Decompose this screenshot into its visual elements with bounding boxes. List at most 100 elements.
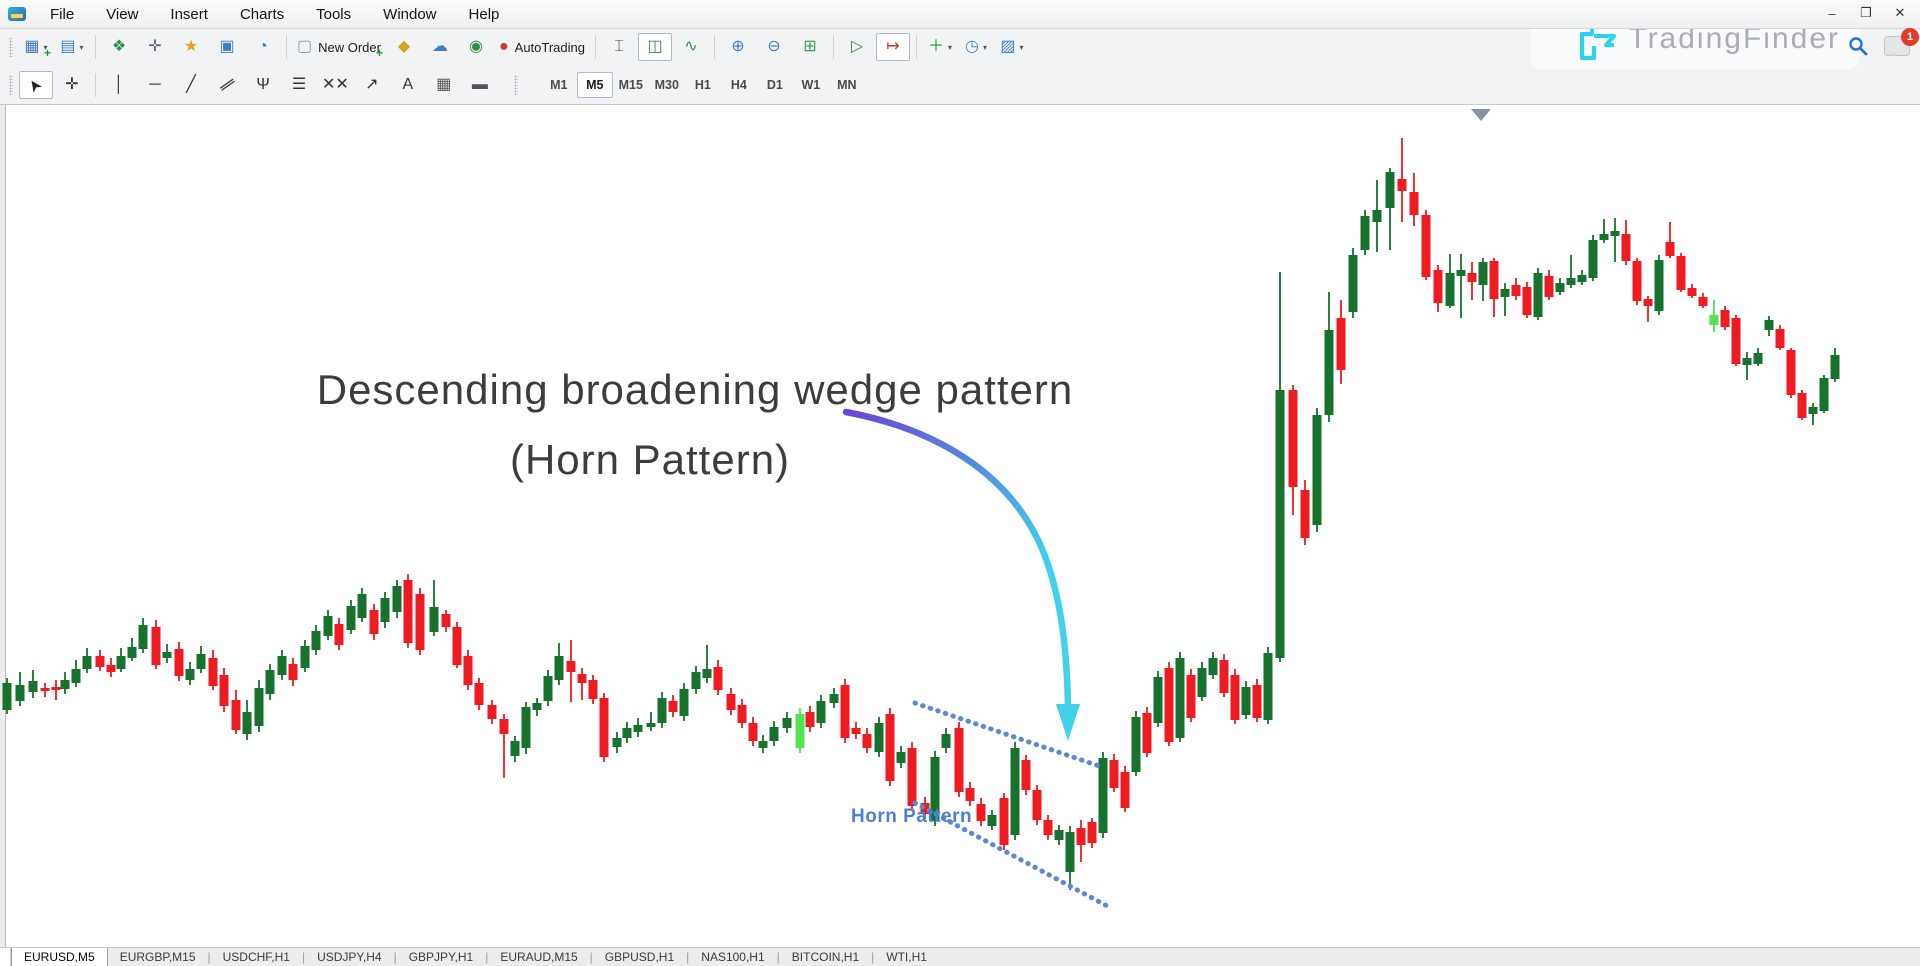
toolbar-drag-handle[interactable]: [9, 75, 13, 95]
timeframe-w1-button[interactable]: W1: [801, 78, 821, 92]
chart-tab-eurgbp-m15[interactable]: EURGBP,M15: [119, 950, 196, 964]
toolbar-drag-handle[interactable]: [9, 37, 13, 57]
new-order-icon: ▢: [297, 38, 313, 55]
andrews-pitchfork-button[interactable]: Ψ: [246, 71, 280, 99]
chart-shift-button[interactable]: ↦: [876, 33, 910, 61]
indicators-dropdown-caret-icon[interactable]: ▾: [948, 42, 953, 52]
chart-bars-button[interactable]: ⌶: [602, 33, 636, 61]
tile-windows-button[interactable]: ⊞: [793, 33, 827, 61]
app-market-button[interactable]: ☁: [423, 33, 457, 61]
candle-body: [1010, 748, 1020, 835]
menu-charts[interactable]: Charts: [239, 5, 285, 23]
chart-tab-euraud-m15[interactable]: EURAUD,M15: [500, 950, 578, 964]
menu-window[interactable]: Window: [383, 5, 437, 23]
tile-windows-icon: ⊞: [803, 38, 817, 55]
candle-body: [265, 670, 275, 694]
timeframe-m15-button[interactable]: M15: [618, 78, 643, 92]
candlestick-chart[interactable]: [0, 104, 1920, 948]
chart-tab-nas100-h1[interactable]: NAS100,H1: [701, 950, 765, 964]
close-button[interactable]: ✕: [1894, 5, 1906, 20]
chart-area[interactable]: [0, 104, 1920, 948]
metaeditor-button[interactable]: ◆: [387, 33, 421, 61]
candle-body: [758, 741, 768, 748]
timeframe-mn-button[interactable]: MN: [837, 78, 857, 92]
periods-dropdown-caret-icon[interactable]: ▾: [982, 42, 987, 52]
new-order-plus-overlay-icon: +: [375, 46, 383, 60]
text-button[interactable]: A: [391, 71, 425, 99]
templates-icon: ▨: [1000, 38, 1016, 55]
candle-body: [1775, 329, 1785, 348]
auto-scroll-button[interactable]: ▷: [840, 33, 874, 61]
fibonacci-retracement-button[interactable]: ☰: [282, 71, 316, 99]
search-icon[interactable]: [1848, 36, 1868, 56]
menu-bar: File View Insert Charts Tools Window Help: [36, 3, 513, 26]
candle-body: [1808, 407, 1818, 414]
menu-view[interactable]: View: [106, 5, 139, 23]
chart-tab-gbpusd-h1[interactable]: GBPUSD,H1: [604, 950, 675, 964]
templates-dropdown-caret-icon[interactable]: ▾: [1019, 42, 1024, 52]
profiles-dropdown-caret-icon[interactable]: ▾: [79, 42, 84, 52]
indicators-button[interactable]: ＋ ▾: [923, 33, 957, 61]
timeframe-m1-button[interactable]: M1: [550, 78, 568, 92]
chart-tab-bitcoin-h1[interactable]: BITCOIN,H1: [791, 950, 860, 964]
cursor-button[interactable]: ➤: [19, 71, 53, 99]
fibonacci-grid-icon: ▦: [436, 76, 452, 93]
minimize-button[interactable]: –: [1828, 5, 1836, 21]
candle-body: [1300, 490, 1310, 538]
toolbar-separator: [95, 35, 96, 59]
shapes-button[interactable]: ✕✕: [318, 71, 353, 99]
restore-button[interactable]: ❐: [1860, 5, 1872, 20]
candle-body: [1544, 276, 1554, 297]
rectangle-button[interactable]: ▬: [463, 71, 497, 99]
candle-body: [1577, 275, 1587, 282]
data-window-button[interactable]: ✛: [138, 33, 172, 61]
fibonacci-grid-button[interactable]: ▦: [427, 71, 461, 99]
timeframe-m5-button[interactable]: M5: [576, 72, 613, 98]
candle-body: [196, 654, 206, 669]
chart-tab-gbpjpy-h1[interactable]: GBPJPY,H1: [408, 950, 474, 964]
timeframe-h1-button[interactable]: H1: [694, 78, 711, 92]
candle-body: [288, 664, 298, 680]
timeframe-d1-button[interactable]: D1: [766, 78, 783, 92]
signals-button[interactable]: ◉: [459, 33, 493, 61]
terminal-button[interactable]: ▣: [210, 33, 244, 61]
chart-tab-wti-h1[interactable]: WTI,H1: [886, 950, 927, 964]
horizontal-line-button[interactable]: ─: [138, 71, 172, 99]
menu-file[interactable]: File: [50, 5, 75, 23]
chart-tab-usdjpy-h4[interactable]: USDJPY,H4: [317, 950, 382, 964]
trendline-button[interactable]: ╱: [174, 71, 208, 99]
menu-insert[interactable]: Insert: [170, 5, 208, 23]
notification-icon[interactable]: 1: [1884, 28, 1919, 57]
arrows-button[interactable]: ↗: [355, 71, 389, 99]
zoom-in-button[interactable]: ⊕: [721, 33, 755, 61]
candle-body: [254, 688, 264, 726]
navigator-button[interactable]: ★: [174, 33, 208, 61]
timeframes-drag-handle[interactable]: [513, 75, 518, 95]
menu-help[interactable]: Help: [468, 5, 500, 23]
new-order-button[interactable]: ▢ + New Order: [293, 33, 385, 61]
profiles-button[interactable]: ▤ ▾: [55, 33, 89, 61]
candle-body: [151, 627, 161, 665]
vertical-line-button[interactable]: │: [102, 71, 136, 99]
chart-tab-usdchf-h1[interactable]: USDCHF,H1: [222, 950, 290, 964]
candle-body: [208, 658, 218, 686]
chart-candles-button[interactable]: ◫: [638, 33, 672, 61]
equidistant-channel-button[interactable]: ∥: [210, 71, 244, 99]
chart-line-button[interactable]: ∿: [674, 33, 708, 61]
candle-body: [930, 757, 940, 821]
candle-body: [499, 719, 509, 734]
timeframe-h4-button[interactable]: H4: [730, 78, 747, 92]
autotrading-button[interactable]: ● AutoTrading: [495, 33, 589, 61]
new-chart-button[interactable]: ▦ + ▾: [19, 33, 53, 61]
zoom-out-button[interactable]: ⊖: [757, 33, 791, 61]
market-watch-button[interactable]: ❖: [102, 33, 136, 61]
templates-button[interactable]: ▨ ▾: [995, 33, 1029, 61]
crosshair-button[interactable]: ✛: [55, 71, 89, 99]
strategy-tester-button[interactable]: ◔: [246, 33, 280, 61]
menu-tools[interactable]: Tools: [316, 5, 352, 23]
candle-body: [1588, 240, 1598, 278]
timeframe-m30-button[interactable]: M30: [654, 78, 679, 92]
periods-button[interactable]: ◷ ▾: [959, 33, 993, 61]
chart-tab-eurusd-m5[interactable]: EURUSD,M5: [11, 948, 108, 966]
new-chart-dropdown-caret-icon[interactable]: ▾: [43, 42, 48, 52]
